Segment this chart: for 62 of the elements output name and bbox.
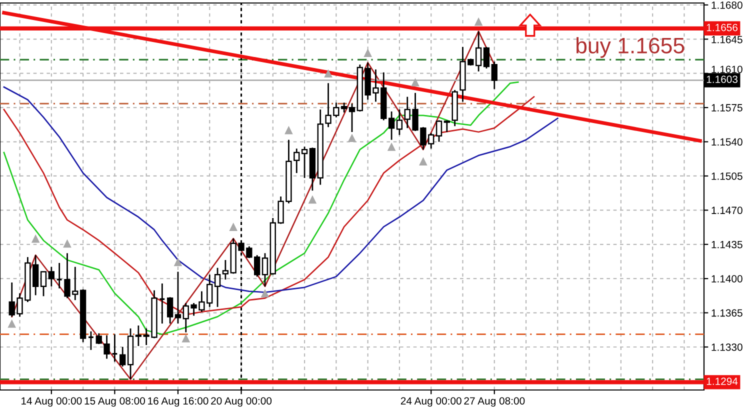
point — [174, 258, 182, 266]
point — [474, 17, 483, 26]
point — [284, 126, 293, 134]
y-tick-label: 1.1330 — [712, 344, 742, 351]
candlestick — [301, 146, 308, 179]
candlestick — [48, 266, 54, 288]
ref-line-label: 1.1294 — [706, 378, 738, 385]
point — [419, 157, 428, 166]
point — [364, 48, 372, 58]
point — [8, 319, 16, 328]
candlestick — [135, 324, 142, 347]
candlestick — [396, 108, 403, 136]
point — [348, 134, 356, 142]
x-tick-label: 24 Aug 00:00 — [400, 397, 462, 407]
candlestick — [158, 282, 166, 324]
point — [260, 289, 270, 298]
point — [308, 195, 317, 204]
y-tick-label: 1.1680 — [712, 1, 742, 9]
x-tick-label: 20 Aug 00:00 — [211, 397, 272, 407]
candlestick — [436, 120, 442, 142]
candlestick — [166, 296, 174, 324]
candlestick — [56, 262, 63, 290]
candlestick — [475, 30, 482, 72]
y-tick-label: 1.1435 — [712, 240, 742, 248]
candlestick — [222, 259, 229, 280]
line-series — [3, 81, 519, 335]
candlestick — [88, 330, 94, 351]
candlestick — [214, 267, 221, 308]
point — [31, 234, 40, 243]
ref-line-label: 1.1656 — [706, 24, 738, 32]
y-tick-label: 1.1540 — [712, 138, 742, 146]
y-tick-label: 1.1400 — [712, 275, 742, 282]
point — [387, 142, 396, 151]
candlestick — [40, 271, 47, 297]
candlestick — [96, 332, 102, 345]
x-tick-label: 16 Aug 16:00 — [148, 397, 208, 407]
candlestick — [104, 334, 110, 360]
y-tick-label: 1.1505 — [712, 172, 742, 180]
candlestick — [348, 102, 356, 133]
candlestick — [254, 254, 260, 278]
candlestick — [388, 110, 395, 141]
annotation: buy 1.1655 — [576, 37, 684, 58]
point — [324, 69, 332, 78]
x-tick-label: 15 Aug 08:00 — [84, 397, 145, 407]
y-tick-label: 1.1470 — [712, 206, 742, 214]
candlestick — [120, 346, 126, 368]
point — [63, 239, 72, 248]
candlestick — [262, 252, 268, 288]
ref-line-label: 1.1603 — [706, 76, 738, 83]
candlestick — [111, 334, 118, 362]
y-tick-label: 1.1575 — [712, 104, 742, 112]
y-tick-label: 1.1610 — [712, 66, 742, 74]
x-tick-label: 27 Aug 08:00 — [464, 397, 525, 407]
y-tick-label: 1.1645 — [712, 36, 742, 44]
candlestick — [491, 60, 498, 90]
point — [229, 222, 238, 231]
point — [182, 334, 190, 342]
candlestick — [174, 271, 182, 324]
candlestick — [483, 46, 490, 70]
point — [411, 78, 420, 86]
x-tick-label: 14 Aug 00:00 — [22, 397, 82, 407]
y-tick-label: 1.1365 — [712, 309, 742, 317]
